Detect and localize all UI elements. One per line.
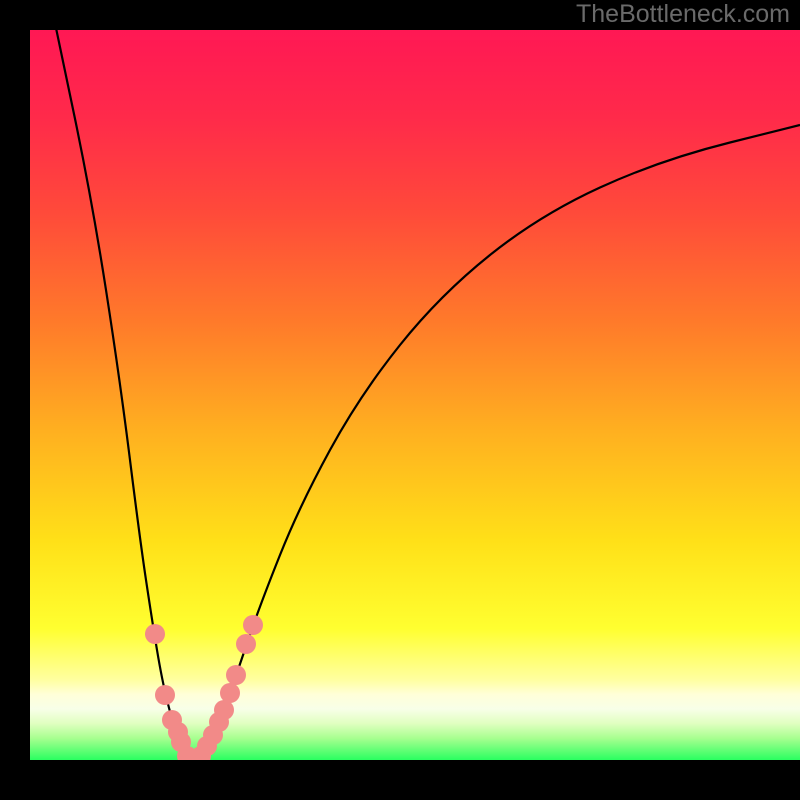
data-point — [226, 665, 246, 685]
data-point — [243, 615, 263, 635]
data-point — [236, 634, 256, 654]
watermark-text: TheBottleneck.com — [576, 0, 790, 29]
data-point — [145, 624, 165, 644]
data-point — [220, 683, 240, 703]
data-point — [214, 700, 234, 720]
data-point — [155, 685, 175, 705]
bottleneck-curve — [0, 0, 800, 800]
chart-container: { "watermark": { "text": "TheBottleneck.… — [0, 0, 800, 800]
